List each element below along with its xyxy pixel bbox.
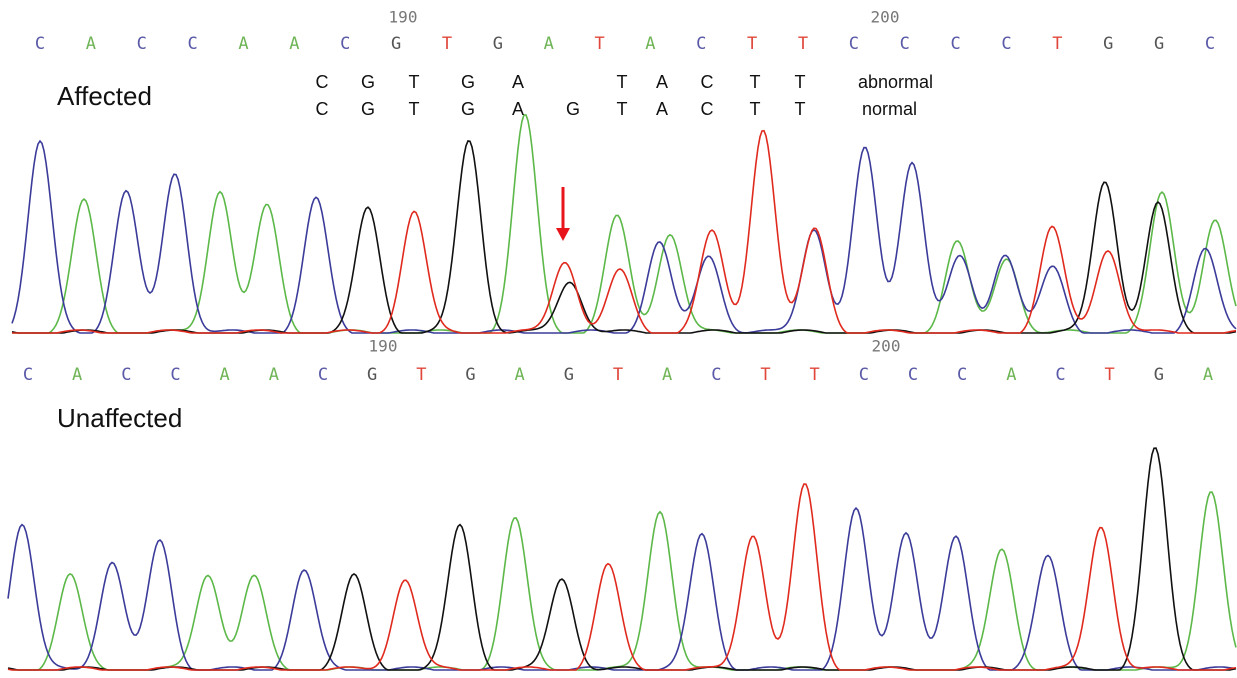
base-call: C (1001, 34, 1011, 54)
traces (8, 115, 1236, 670)
position-label: 190 (389, 8, 418, 27)
base-call: T (416, 365, 426, 385)
aligned-base: G (461, 72, 475, 92)
base-call: A (1203, 365, 1213, 385)
base-call: A (645, 34, 655, 54)
base-call: A (544, 34, 554, 54)
base-call: G (465, 365, 475, 385)
aligned-base: T (617, 72, 628, 92)
base-call: C (121, 365, 131, 385)
base-call: A (269, 365, 279, 385)
base-call: C (711, 365, 721, 385)
base-call: C (849, 34, 859, 54)
base-call: C (137, 34, 147, 54)
aligned-base: G (566, 99, 580, 119)
base-call: G (1154, 365, 1164, 385)
aligned-base: G (461, 99, 475, 119)
base-call: G (564, 365, 574, 385)
aligned-base: G (361, 99, 375, 119)
base-call: C (35, 34, 45, 54)
base-call: C (318, 365, 328, 385)
base-call: C (23, 365, 33, 385)
trace (8, 508, 1236, 670)
position-label: 200 (872, 337, 901, 356)
base-call: C (900, 34, 910, 54)
aligned-base: C (316, 99, 329, 119)
base-call: C (170, 365, 180, 385)
base-call: C (957, 365, 967, 385)
base-call: C (908, 365, 918, 385)
base-call: T (810, 365, 820, 385)
aligned-base: T (409, 72, 420, 92)
aligned-base: T (795, 72, 806, 92)
aligned-base: T (750, 99, 761, 119)
base-call: C (340, 34, 350, 54)
aligned-base: G (361, 72, 375, 92)
aligned-base: C (701, 72, 714, 92)
row-label: normal (862, 99, 917, 119)
trace (8, 484, 1236, 670)
aligned-base: A (656, 99, 668, 119)
base-call: C (187, 34, 197, 54)
base-call: A (289, 34, 299, 54)
aligned-base: C (701, 99, 714, 119)
base-call: G (367, 365, 377, 385)
base-call: C (951, 34, 961, 54)
base-call: T (798, 34, 808, 54)
aligned-base: A (512, 99, 524, 119)
position-label: 200 (871, 8, 900, 27)
aligned-base: A (512, 72, 524, 92)
base-call: A (86, 34, 96, 54)
base-call: G (391, 34, 401, 54)
base-call: T (613, 365, 623, 385)
base-call: T (442, 34, 452, 54)
position-label: 190 (369, 337, 398, 356)
base-call: A (72, 365, 82, 385)
aligned-base: T (795, 99, 806, 119)
aligned-base: T (409, 99, 420, 119)
base-call: A (515, 365, 525, 385)
base-call: G (1154, 34, 1164, 54)
base-call: T (760, 365, 770, 385)
base-call: C (1055, 365, 1065, 385)
aligned-base: A (656, 72, 668, 92)
chromatogram-figure: Affected Unaffected 190 200 190 200 abno… (0, 0, 1237, 678)
mutation-arrow (556, 187, 570, 241)
aligned-base: C (316, 72, 329, 92)
base-call: C (859, 365, 869, 385)
base-call: C (696, 34, 706, 54)
row-label: abnormal (858, 72, 933, 92)
base-call: T (594, 34, 604, 54)
trace (8, 448, 1236, 670)
base-call: A (220, 365, 230, 385)
base-call: A (662, 365, 672, 385)
panel-label: Affected (57, 81, 152, 111)
base-call: G (493, 34, 503, 54)
base-call: A (238, 34, 248, 54)
trace (8, 492, 1236, 670)
base-call: G (1103, 34, 1113, 54)
aligned-base: T (750, 72, 761, 92)
base-call: T (1052, 34, 1062, 54)
base-call: A (1006, 365, 1016, 385)
panel-label: Unaffected (57, 403, 182, 433)
aligned-base: T (617, 99, 628, 119)
base-call: T (1105, 365, 1115, 385)
base-call: T (747, 34, 757, 54)
base-call: C (1205, 34, 1215, 54)
